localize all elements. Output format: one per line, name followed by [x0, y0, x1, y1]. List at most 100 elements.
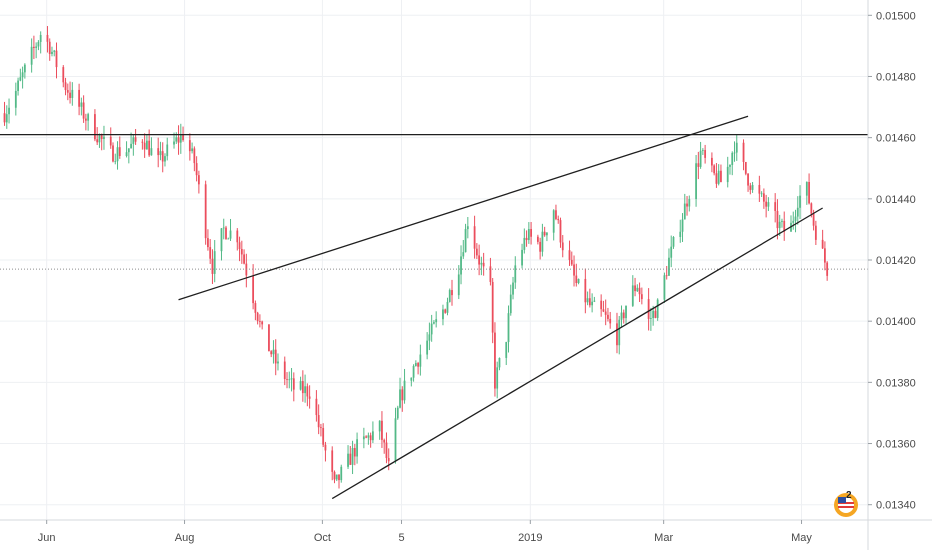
candle-body: [159, 151, 162, 156]
flag-badge[interactable]: 2: [834, 490, 858, 517]
candle-body: [494, 332, 496, 389]
x-tick-label: Aug: [175, 532, 195, 544]
candle-body: [304, 386, 306, 394]
candle-body: [672, 236, 675, 247]
candle-body: [640, 294, 643, 300]
drawing-lines[interactable]: [0, 115, 868, 500]
candle-body: [575, 275, 578, 284]
y-tick-label: 0.01340: [876, 500, 916, 512]
candle-body: [51, 51, 53, 54]
candle-body: [353, 448, 356, 457]
candle-body: [238, 242, 241, 249]
candle-body: [191, 148, 193, 152]
candle-body: [577, 278, 580, 284]
candle-body: [514, 265, 517, 283]
candle-body: [48, 41, 51, 54]
candle-body: [713, 165, 716, 174]
candle-body: [340, 466, 343, 481]
candle-body: [625, 305, 627, 319]
candle-body: [783, 220, 786, 232]
candle-body: [697, 163, 700, 167]
candle-body: [498, 357, 501, 368]
candle-body: [71, 89, 74, 98]
candle-body: [412, 365, 415, 378]
candle-body: [584, 278, 587, 303]
candle-body: [442, 309, 444, 320]
candle-body: [209, 247, 212, 259]
candle-body: [134, 137, 137, 142]
candle-body: [177, 137, 180, 143]
candle-body: [762, 193, 765, 202]
candle-body: [193, 148, 196, 164]
candle-body: [55, 50, 58, 68]
candle-body: [695, 163, 697, 200]
candle-body: [236, 230, 239, 243]
candle-body: [399, 389, 401, 408]
candle-body: [64, 82, 67, 91]
candle-body: [466, 226, 469, 230]
lower-trendline[interactable]: [331, 207, 823, 500]
candle-body: [552, 210, 555, 233]
candle-body: [401, 389, 404, 401]
candle-body: [570, 259, 573, 265]
candle-body: [543, 231, 546, 236]
candle-body: [622, 312, 625, 319]
candle-body: [638, 287, 641, 295]
candle-body: [166, 144, 169, 157]
candle-body: [751, 184, 754, 190]
candlesticks: [3, 26, 829, 489]
candle-body: [812, 213, 815, 226]
candle-body: [473, 226, 476, 249]
candle-body: [433, 322, 435, 324]
candle-body: [568, 250, 571, 260]
candle-body: [808, 181, 810, 204]
candle-body: [179, 134, 182, 143]
candle-body: [749, 185, 752, 190]
candle-body: [665, 275, 668, 277]
candle-body: [207, 238, 209, 248]
candle-body: [109, 136, 112, 146]
candle-body: [711, 157, 713, 166]
candle-body: [654, 310, 657, 318]
candle-body: [146, 140, 148, 150]
candle-body: [688, 199, 691, 207]
time-axis[interactable]: Jun Aug Oct 5 2019 Mar May: [38, 520, 813, 544]
candle-body: [114, 161, 117, 163]
candle-body: [446, 301, 449, 313]
candle-body: [525, 237, 528, 241]
candle-body: [175, 137, 178, 142]
candle-body: [670, 246, 673, 258]
candle-body: [362, 436, 365, 440]
candle-body: [53, 50, 56, 52]
candle-body: [607, 314, 609, 319]
upper-trendline[interactable]: [178, 115, 749, 301]
x-tick-label: 2019: [518, 532, 542, 544]
candle-body: [507, 313, 510, 343]
candle-body: [351, 448, 354, 465]
candle-body: [430, 323, 433, 335]
x-tick-label: Jun: [38, 532, 56, 544]
candle-body: [586, 298, 589, 303]
candle-body: [419, 354, 422, 367]
candle-body: [602, 309, 605, 312]
candle-body: [733, 152, 736, 154]
candle-body: [62, 67, 65, 83]
price-axis[interactable]: 0.01500 0.01480 0.01460 0.01440 0.01420 0.014…: [868, 10, 916, 512]
candle-body: [252, 275, 255, 304]
candle-body: [778, 221, 781, 229]
flag-canton: [838, 497, 846, 503]
candle-body: [173, 141, 175, 145]
candle-body: [112, 145, 114, 162]
candle-body: [125, 152, 128, 157]
candle-body: [616, 323, 618, 346]
candle-body: [448, 290, 451, 302]
candle-body: [143, 142, 146, 150]
candle-body: [308, 396, 311, 399]
candle-body: [649, 318, 652, 319]
candle-body: [656, 299, 659, 318]
candle-body: [150, 148, 153, 156]
candle-body: [78, 89, 80, 107]
candle-body: [523, 237, 526, 250]
